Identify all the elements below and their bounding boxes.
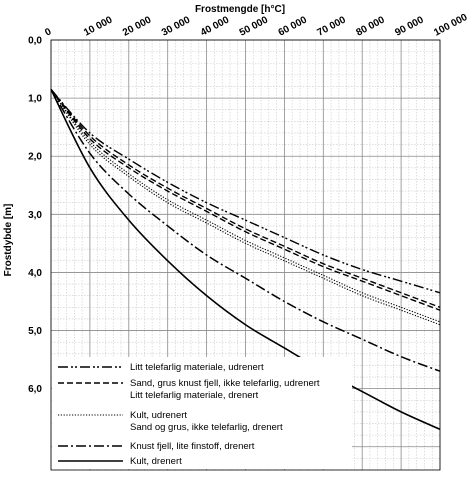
legend-entry-label: Knust fjell, lite finstoff, drenert — [130, 441, 255, 452]
x-axis-title: Frostmengde [h°C] — [195, 4, 285, 15]
legend-entry-label: Sand og grus, ikke telefarlig, drenert — [130, 422, 283, 433]
x-tick-label: 0 — [43, 26, 53, 39]
x-tick-labels: 0 10 000 20 000 30 000 40 000 50 000 60 000 70 … — [43, 12, 469, 39]
y-tick-labels: 0,0 1,0 2,0 3,0 4,0 5,0 6,0 — [28, 36, 42, 396]
plot-frame — [50, 39, 441, 471]
legend: Litt telefarlig materiale, udrenert Sand,… — [52, 357, 352, 469]
series-line-6 — [50, 89, 441, 372]
series-line-1 — [50, 88, 441, 294]
legend-entry-label: Litt telefarlig materiale, drenert — [130, 390, 259, 401]
y-tick-label: 6,0 — [28, 384, 42, 395]
legend-entry-label: Sand, grus knust fjell, ikke telefarlig,… — [130, 378, 320, 389]
series-line-2 — [50, 88, 441, 308]
y-tick-label: 3,0 — [28, 210, 42, 221]
x-tick-label: 70 000 — [316, 14, 349, 38]
x-tick-label: 100 000 — [432, 12, 469, 39]
y-tick-label: 4,0 — [28, 268, 42, 279]
x-tick-label: 80 000 — [354, 14, 387, 38]
x-tick-label: 20 000 — [121, 14, 154, 38]
legend-background — [52, 357, 352, 469]
legend-entry-label: Litt telefarlig materiale, udrenert — [130, 362, 264, 373]
x-tick-label: 90 000 — [393, 14, 426, 38]
legend-entry-label: Kult, udrenert — [130, 410, 187, 421]
y-tick-label: 1,0 — [28, 94, 42, 105]
x-tick-label: 50 000 — [238, 14, 271, 38]
series-line-3 — [50, 88, 441, 311]
y-axis-title: Frostdybde [m] — [3, 204, 14, 277]
x-tick-label: 30 000 — [160, 14, 193, 38]
y-tick-label: 0,0 — [28, 36, 42, 47]
series-line-7 — [50, 89, 441, 431]
legend-entry-label: Kult, drenert — [130, 456, 182, 467]
series-lines — [50, 88, 441, 431]
x-tick-label: 10 000 — [82, 14, 115, 38]
x-tick-label: 60 000 — [277, 14, 310, 38]
y-tick-label: 2,0 — [28, 152, 42, 163]
x-tick-label: 40 000 — [199, 14, 232, 38]
series-line-5 — [50, 89, 441, 326]
series-line-4 — [50, 89, 441, 323]
y-tick-label: 5,0 — [28, 326, 42, 337]
